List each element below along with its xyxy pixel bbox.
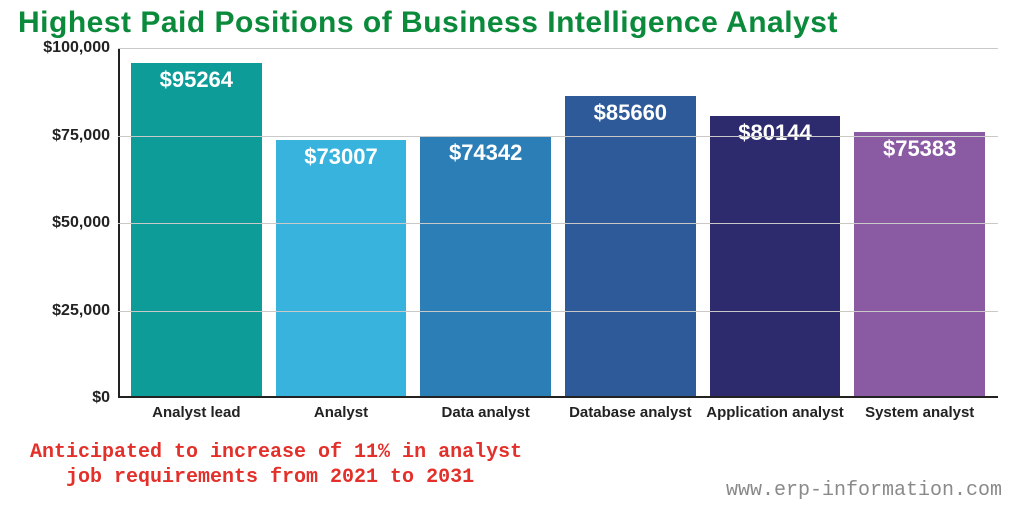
gridline [118, 311, 998, 312]
bar-slot: $74342 [413, 48, 558, 396]
y-tick-label: $0 [92, 389, 110, 407]
plot-region: $95264 $73007 $74342 $85660 $80144 $75383 [118, 48, 998, 398]
bar: $95264 [131, 63, 262, 396]
x-tick-label: Analyst [269, 400, 414, 421]
bar-slot: $73007 [269, 48, 414, 396]
y-tick-label: $50,000 [52, 214, 110, 232]
bar-value-label: $75383 [883, 136, 956, 162]
bar: $74342 [420, 136, 551, 396]
gridline [118, 223, 998, 224]
y-tick-label: $75,000 [52, 127, 110, 145]
bars-container: $95264 $73007 $74342 $85660 $80144 $75383 [118, 48, 998, 396]
bar-value-label: $85660 [594, 100, 667, 126]
bar-slot: $80144 [703, 48, 848, 396]
chart-area: $0$25,000$50,000$75,000$100,000 $95264$7… [38, 48, 998, 428]
bar: $85660 [565, 96, 696, 396]
bar-slot: $95264 [124, 48, 269, 396]
bar-value-label: $74342 [449, 140, 522, 166]
source-url: www.erp-information.com [726, 479, 1002, 502]
bar-slot: $75383 [847, 48, 992, 396]
footnote-text: Anticipated to increase of 11% in analys… [30, 440, 522, 490]
y-axis: $0$25,000$50,000$75,000$100,000 [38, 48, 118, 398]
y-tick-label: $100,000 [43, 39, 110, 57]
x-tick-label: Analyst lead [124, 400, 269, 421]
bar-value-label: $80144 [738, 120, 811, 146]
bar: $75383 [854, 132, 985, 396]
chart-title: Highest Paid Positions of Business Intel… [18, 6, 838, 40]
x-tick-label: Database analyst [558, 400, 703, 421]
x-tick-label: Application analyst [703, 400, 848, 421]
x-tick-label: Data analyst [413, 400, 558, 421]
gridline [118, 136, 998, 137]
bar-value-label: $95264 [160, 67, 233, 93]
y-tick-label: $25,000 [52, 302, 110, 320]
bar-slot: $85660 [558, 48, 703, 396]
bar: $80144 [710, 116, 841, 397]
x-tick-label: System analyst [847, 400, 992, 421]
bar-value-label: $73007 [304, 144, 377, 170]
gridline [118, 48, 998, 49]
bar: $73007 [276, 140, 407, 396]
x-axis-labels: Analyst leadAnalystData analystDatabase … [118, 400, 998, 421]
